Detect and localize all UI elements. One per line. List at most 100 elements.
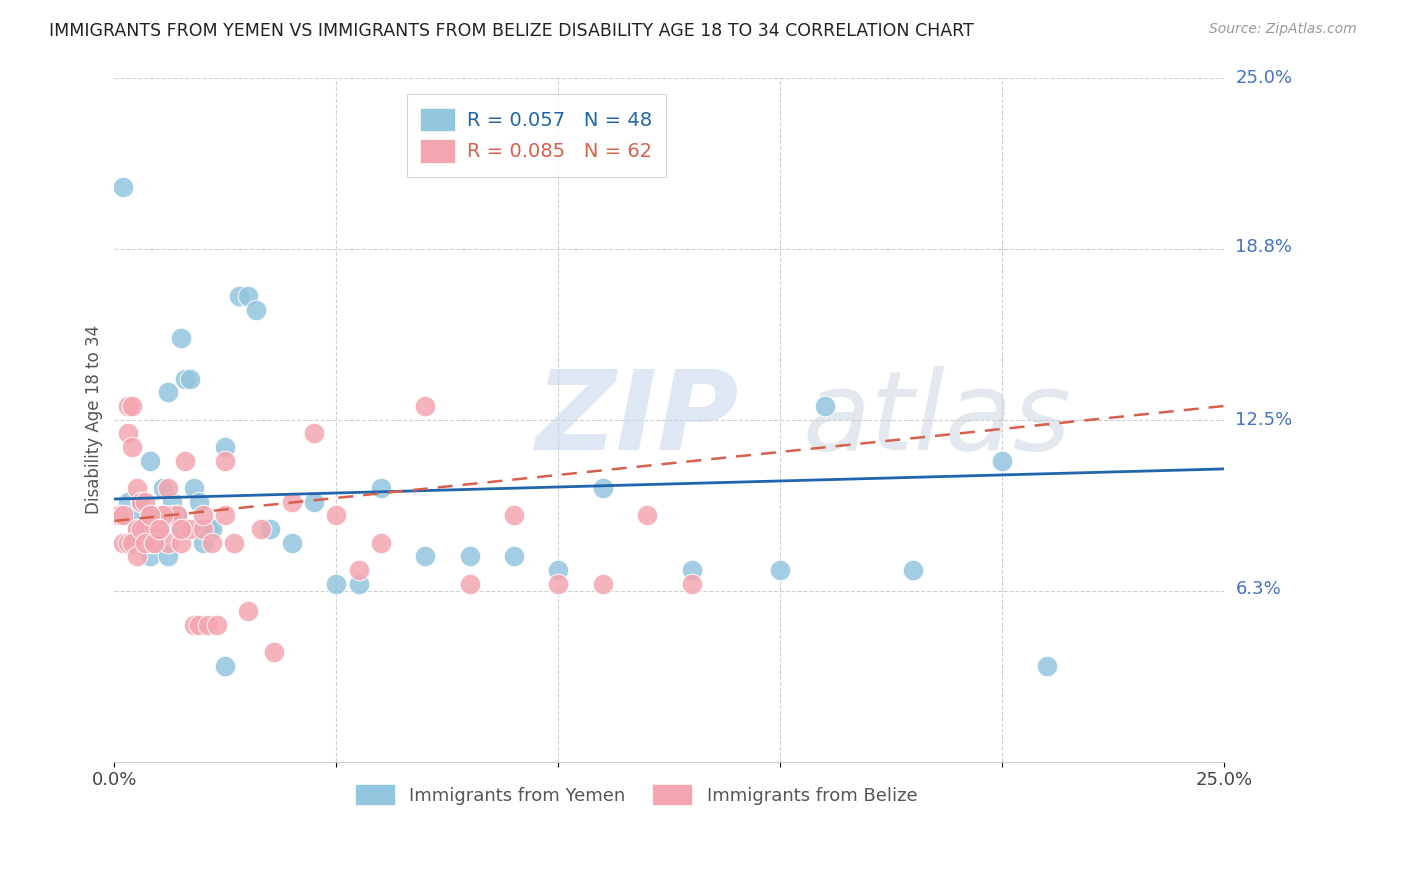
Text: ZIP: ZIP [536,366,740,473]
Point [214,453,236,467]
Text: 6.3%: 6.3% [1236,581,1281,599]
Point [129,522,152,536]
Point [547,563,569,577]
Point [302,426,325,441]
Point [224,536,246,550]
Point [179,371,201,385]
Point [160,495,183,509]
Point [183,481,205,495]
Point [156,536,179,550]
Point [125,522,148,536]
Point [179,522,201,536]
Point [117,426,139,441]
Point [174,371,197,385]
Point [143,536,166,550]
Text: 18.8%: 18.8% [1236,238,1292,256]
Point [121,536,143,550]
Point [197,618,219,632]
Point [139,453,162,467]
Point [156,385,179,400]
Text: 25.0%: 25.0% [1236,69,1292,87]
Point [503,549,526,564]
Point [263,645,285,659]
Point [156,549,179,564]
Text: Source: ZipAtlas.com: Source: ZipAtlas.com [1209,22,1357,37]
Point [152,508,174,523]
Point [129,495,152,509]
Point [325,508,347,523]
Point [117,536,139,550]
Point [112,508,135,523]
Point [148,522,170,536]
Point [112,180,135,194]
Point [125,522,148,536]
Point [148,508,170,523]
Point [281,536,304,550]
Point [156,481,179,495]
Point [592,577,614,591]
Point [125,549,148,564]
Point [187,618,209,632]
Point [281,495,304,509]
Point [370,481,392,495]
Point [236,289,259,303]
Point [170,522,193,536]
Point [139,508,162,523]
Point [143,522,166,536]
Point [134,522,156,536]
Point [228,289,250,303]
Point [170,536,193,550]
Point [121,508,143,523]
Point [259,522,281,536]
Point [413,399,436,413]
Point [148,522,170,536]
Point [347,563,370,577]
Point [991,453,1014,467]
Point [681,563,703,577]
Point [325,577,347,591]
Point [166,508,188,523]
Point [139,536,162,550]
Point [134,536,156,550]
Point [129,495,152,509]
Point [134,495,156,509]
Point [458,577,481,591]
Point [134,522,156,536]
Point [903,563,925,577]
Point [143,508,166,523]
Point [160,508,183,523]
Point [681,577,703,591]
Point [814,399,837,413]
Point [370,536,392,550]
Point [121,399,143,413]
Point [201,522,224,536]
Point [152,508,174,523]
Point [139,508,162,523]
Point [214,508,236,523]
Point [143,536,166,550]
Point [205,618,228,632]
Point [152,481,174,495]
Text: atlas: atlas [803,366,1071,473]
Point [112,536,135,550]
Point [547,577,569,591]
Point [347,577,370,591]
Point [183,618,205,632]
Point [236,604,259,618]
Point [302,495,325,509]
Point [197,522,219,536]
Point [174,453,197,467]
Point [166,508,188,523]
Y-axis label: Disability Age 18 to 34: Disability Age 18 to 34 [86,325,103,514]
Point [413,549,436,564]
Point [214,659,236,673]
Point [193,536,215,550]
Point [139,549,162,564]
Point [201,536,224,550]
Point [148,522,170,536]
Text: IMMIGRANTS FROM YEMEN VS IMMIGRANTS FROM BELIZE DISABILITY AGE 18 TO 34 CORRELAT: IMMIGRANTS FROM YEMEN VS IMMIGRANTS FROM… [49,22,974,40]
Point [769,563,792,577]
Point [1035,659,1057,673]
Point [170,330,193,344]
Point [503,508,526,523]
